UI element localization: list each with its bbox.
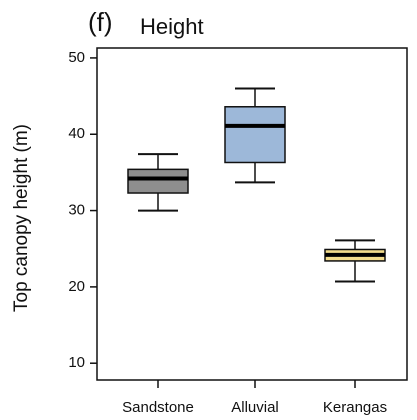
box xyxy=(224,106,286,164)
y-tick-label: 10 xyxy=(68,354,85,371)
panel-label: (f) xyxy=(88,7,113,37)
y-tick-label: 40 xyxy=(68,125,85,142)
x-tick-label: Kerangas xyxy=(323,399,387,416)
y-tick-label: 30 xyxy=(68,202,85,219)
box xyxy=(127,168,189,194)
y-axis-label: Top canopy height (m) xyxy=(11,124,32,312)
plot-frame xyxy=(96,47,408,381)
x-tick-label: Sandstone xyxy=(122,399,194,416)
chart-title: Height xyxy=(140,14,204,39)
y-tick-label: 20 xyxy=(68,278,85,295)
x-tick-label: Alluvial xyxy=(231,399,279,416)
y-tick-label: 50 xyxy=(68,49,85,66)
